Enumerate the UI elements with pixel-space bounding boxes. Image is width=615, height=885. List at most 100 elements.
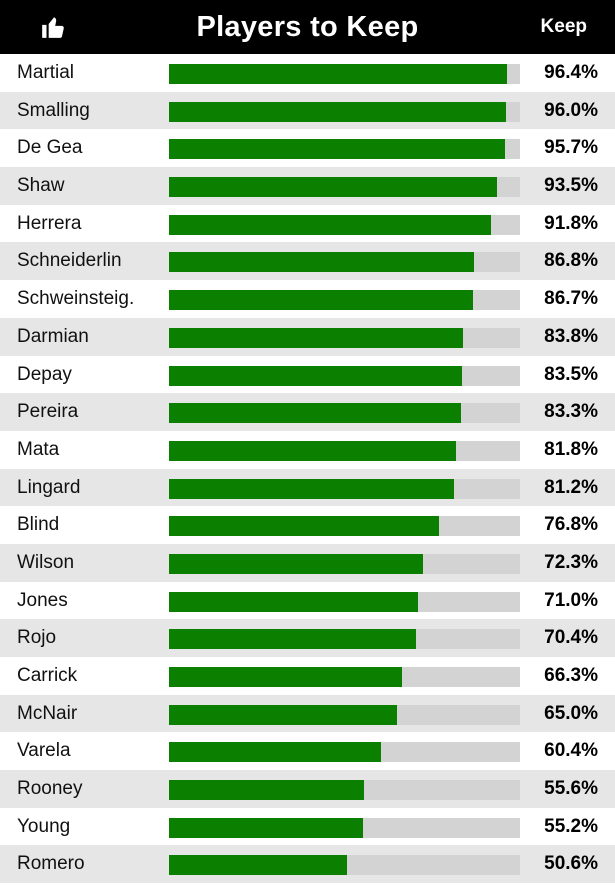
bar-track	[169, 327, 520, 348]
value-label: 96.4%	[544, 62, 598, 83]
chart-title: Players to Keep	[196, 11, 419, 43]
bar-fill	[169, 252, 474, 273]
player-name: Mata	[17, 438, 60, 460]
bar-fill	[169, 290, 474, 311]
bar-fill	[169, 101, 506, 122]
player-name: Pereira	[17, 401, 79, 423]
bar-track	[169, 516, 520, 537]
player-name: Herrera	[17, 212, 82, 234]
value-label: 93.5%	[544, 175, 598, 197]
bar-fill	[169, 440, 457, 461]
bar-track	[169, 64, 520, 84]
player-name: Varela	[17, 740, 71, 762]
table-row: Rooney 55.6%	[0, 770, 615, 808]
table-row: Schneiderlin 86.8%	[0, 242, 615, 281]
bar-track	[169, 855, 520, 876]
table-row: Romero 50.6%	[0, 845, 615, 884]
player-name: Depay	[17, 363, 72, 385]
player-name: Jones	[17, 589, 68, 611]
value-label: 55.6%	[544, 778, 598, 800]
value-label: 81.8%	[544, 438, 598, 460]
player-name: Romero	[17, 853, 85, 875]
value-label: 55.2%	[544, 815, 598, 837]
value-label: 66.3%	[544, 665, 598, 686]
table-row: Wilson 72.3%	[0, 543, 615, 582]
bar-fill	[169, 553, 423, 574]
player-name: Rooney	[17, 778, 83, 800]
table-row: Jones 71.0%	[0, 582, 615, 620]
bar-track	[169, 667, 520, 687]
table-row: McNair 65.0%	[0, 694, 615, 733]
bar-track	[169, 101, 520, 122]
player-name: Darmian	[17, 325, 89, 347]
player-name: Shaw	[17, 175, 65, 197]
bar-track	[169, 704, 520, 725]
value-label: 91.8%	[544, 212, 598, 234]
value-label: 70.4%	[544, 627, 598, 649]
bar-fill	[169, 139, 505, 160]
value-label: 71.0%	[544, 589, 598, 611]
table-row: Rojo 70.4%	[0, 619, 615, 657]
bar-fill	[169, 516, 439, 537]
value-label: 95.7%	[544, 137, 598, 159]
bar-track	[169, 290, 520, 311]
bar-track	[169, 629, 520, 650]
table-row: Darmian 83.8%	[0, 317, 615, 356]
bar-fill	[169, 64, 508, 84]
table-row: Shaw 93.5%	[0, 167, 615, 205]
value-label: 86.8%	[544, 250, 598, 272]
chart-header: Players to Keep Keep	[0, 0, 615, 54]
bar-track	[169, 440, 520, 461]
value-label: 50.6%	[544, 853, 598, 875]
table-row: Depay 83.5%	[0, 356, 615, 394]
table-row: Martial 96.4%	[0, 54, 615, 92]
player-name: Carrick	[17, 665, 78, 686]
bar-fill	[169, 817, 363, 838]
table-row: Lingard 81.2%	[0, 468, 615, 507]
bar-fill	[169, 177, 498, 198]
table-row: Schweinsteig. 86.7%	[0, 280, 615, 318]
value-label: 81.2%	[544, 476, 598, 498]
table-row: Mata 81.8%	[0, 431, 615, 469]
player-name: Blind	[17, 514, 60, 536]
player-name: Martial	[17, 62, 75, 83]
bar-track	[169, 214, 520, 235]
value-label: 60.4%	[544, 740, 598, 762]
value-label: 65.0%	[544, 702, 598, 724]
value-label: 83.5%	[544, 363, 598, 385]
bar-track	[169, 365, 520, 386]
player-name: Wilson	[17, 551, 75, 573]
bar-track	[169, 742, 520, 763]
player-name: Schneiderlin	[17, 250, 122, 272]
value-column-header: Keep	[540, 16, 587, 37]
table-row: Carrick 66.3%	[0, 657, 615, 695]
bar-fill	[169, 855, 347, 876]
value-label: 76.8%	[544, 514, 598, 536]
bar-fill	[169, 214, 492, 235]
bar-fill	[169, 629, 417, 650]
bar-track	[169, 591, 520, 612]
bar-track	[169, 478, 520, 499]
bar-track	[169, 553, 520, 574]
bar-track	[169, 817, 520, 838]
table-row: Blind 76.8%	[0, 506, 615, 544]
bar-track	[169, 403, 520, 424]
bar-fill	[169, 403, 462, 424]
bar-fill	[169, 704, 398, 725]
value-label: 83.8%	[544, 325, 598, 347]
bar-fill	[169, 742, 381, 763]
bar-track	[169, 139, 520, 160]
bar-track	[169, 177, 520, 198]
table-row: Herrera 91.8%	[0, 205, 615, 243]
bar-fill	[169, 365, 463, 386]
player-name: Rojo	[17, 627, 57, 649]
player-name: Young	[17, 815, 71, 837]
value-label: 86.7%	[544, 288, 598, 310]
thumbs-up-icon	[42, 17, 64, 38]
player-name: Schweinsteig.	[17, 288, 135, 310]
value-label: 96.0%	[544, 99, 598, 121]
player-name: Lingard	[17, 476, 81, 498]
table-row: De Gea 95.7%	[0, 129, 615, 167]
player-name: De Gea	[17, 137, 83, 159]
bar-track	[169, 780, 520, 801]
